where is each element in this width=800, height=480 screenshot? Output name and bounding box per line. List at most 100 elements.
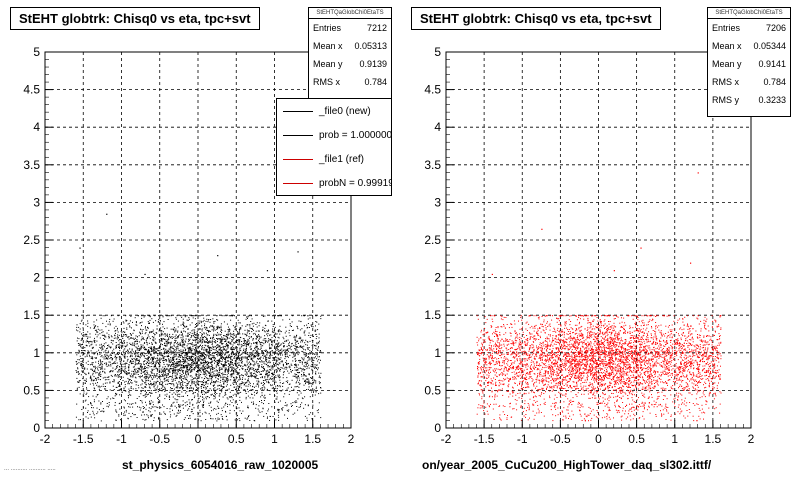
x-tick-label: 0 bbox=[595, 432, 602, 446]
y-tick-label: 4 bbox=[434, 120, 441, 134]
stats-row: Mean y 0.9139 bbox=[309, 55, 391, 73]
scatter-point-outlier bbox=[491, 273, 493, 276]
y-tick-label: 1.5 bbox=[23, 308, 40, 322]
scatter-point-outlier bbox=[106, 213, 108, 215]
y-tick-label: 0 bbox=[434, 421, 441, 435]
stats-label: Entries bbox=[313, 23, 342, 33]
legend-label: prob = 1.000000 bbox=[319, 129, 392, 141]
y-tick-label: 1 bbox=[33, 346, 40, 360]
legend-entry: _file0 (new) bbox=[277, 99, 391, 123]
y-tick-label: 3.5 bbox=[424, 158, 441, 172]
y-tick-label: 5 bbox=[434, 45, 441, 59]
stats-row: Mean y 0.9141 bbox=[708, 55, 790, 73]
stats-value: 0.05313 bbox=[354, 41, 387, 51]
legend-label: probN = 0.99919 bbox=[319, 177, 392, 189]
scatter-point-outlier bbox=[266, 270, 269, 272]
stats-value: 0.784 bbox=[364, 77, 387, 87]
x-tick-label: 1 bbox=[671, 432, 678, 446]
stats-value: 0.9141 bbox=[758, 59, 786, 69]
stats-value: 0.784 bbox=[763, 77, 786, 87]
x-tick-label: -1 bbox=[116, 432, 127, 446]
scatter-point-outlier bbox=[640, 247, 642, 249]
x-axis-title-right: on/year_2005_CuCu200_HighTower_daq_sl302… bbox=[422, 458, 712, 472]
legend-label: _file0 (new) bbox=[319, 105, 371, 117]
stats-label: Entries bbox=[712, 23, 741, 33]
x-tick-label: -1.5 bbox=[73, 432, 94, 446]
legend-label: _file1 (ref) bbox=[319, 153, 365, 165]
stats-label: Mean x bbox=[712, 41, 742, 51]
x-tick-label: -0.5 bbox=[149, 432, 170, 446]
stats-label: RMS x bbox=[712, 77, 739, 87]
y-tick-label: 3.5 bbox=[23, 158, 40, 172]
scatter-point-outlier bbox=[144, 273, 146, 276]
x-axis-title-left: st_physics_6054016_raw_1020005 bbox=[122, 458, 319, 472]
stats-value: 0.05344 bbox=[753, 41, 786, 51]
plot-title-right: StEHT globtrk: Chisq0 vs eta, tpc+svt bbox=[411, 7, 661, 30]
footer-note: ... .......... .......... ..... bbox=[4, 466, 56, 472]
legend-line-swatch bbox=[283, 110, 313, 112]
scatter-point-outlier bbox=[217, 255, 219, 257]
stats-row: Entries 7212 bbox=[309, 19, 391, 37]
x-tick-label: 0.5 bbox=[628, 432, 645, 446]
legend-line-swatch bbox=[283, 134, 313, 136]
stats-label: Mean y bbox=[712, 59, 742, 69]
stats-label: Mean y bbox=[313, 59, 343, 69]
stats-row: RMS x 0.784 bbox=[708, 73, 790, 91]
plot-title-left: StEHT globtrk: Chisq0 vs eta, tpc+svt bbox=[10, 7, 260, 30]
y-tick-label: 1.5 bbox=[424, 308, 441, 322]
y-tick-label: 2 bbox=[33, 271, 40, 285]
stats-row: RMS x 0.784 bbox=[309, 73, 391, 91]
scatter-point-outlier bbox=[297, 251, 299, 253]
x-tick-label: -1.5 bbox=[474, 432, 495, 446]
stats-row: Mean x 0.05313 bbox=[309, 37, 391, 55]
stats-header: StEHTQaGlobChi0EtaTS bbox=[309, 8, 391, 19]
stats-value: 7212 bbox=[366, 23, 387, 33]
y-tick-label: 0.5 bbox=[23, 383, 40, 397]
y-tick-label: 1 bbox=[434, 346, 441, 360]
y-tick-label: 4.5 bbox=[424, 83, 441, 97]
y-tick-label: 2.5 bbox=[23, 233, 40, 247]
scatter-point-outlier bbox=[79, 247, 81, 249]
scatter-point-outlier bbox=[697, 172, 699, 174]
stats-value: 7206 bbox=[765, 23, 786, 33]
scatter-point-outlier bbox=[541, 228, 543, 230]
y-tick-label: 4.5 bbox=[23, 83, 40, 97]
x-tick-label: 0 bbox=[195, 432, 202, 446]
stats-value: 0.3233 bbox=[758, 95, 786, 105]
x-tick-label: 2 bbox=[348, 432, 355, 446]
scatter-point-outlier bbox=[613, 270, 615, 272]
stats-label: RMS x bbox=[313, 77, 340, 87]
stats-label: RMS y bbox=[712, 95, 739, 105]
x-tick-label: 1 bbox=[271, 432, 278, 446]
x-tick-label: -0.5 bbox=[550, 432, 571, 446]
y-tick-label: 3 bbox=[33, 195, 40, 209]
x-tick-label: -2 bbox=[40, 432, 51, 446]
y-tick-label: 2.5 bbox=[424, 233, 441, 247]
legend-entry: _file1 (ref) bbox=[277, 147, 391, 171]
stats-label: Mean x bbox=[313, 41, 343, 51]
legend-line-swatch bbox=[283, 182, 313, 184]
legend-box: _file0 (new) prob = 1.000000 _file1 (ref… bbox=[276, 98, 392, 196]
scatter-point-outlier bbox=[690, 262, 692, 264]
x-tick-label: 2 bbox=[748, 432, 755, 446]
legend-line-swatch bbox=[283, 158, 313, 160]
y-tick-label: 4 bbox=[33, 120, 40, 134]
stats-box-left: StEHTQaGlobChi0EtaTS Entries 7212 Mean x 0… bbox=[308, 7, 392, 99]
x-tick-label: 0.5 bbox=[228, 432, 245, 446]
x-tick-label: 1.5 bbox=[705, 432, 722, 446]
legend-entry: probN = 0.99919 bbox=[277, 171, 391, 195]
stats-row: Entries 7206 bbox=[708, 19, 790, 37]
y-tick-label: 3 bbox=[434, 195, 441, 209]
stats-box-right: StEHTQaGlobChi0EtaTS Entries 7206 Mean x 0… bbox=[707, 7, 791, 117]
stats-header: StEHTQaGlobChi0EtaTS bbox=[708, 8, 790, 19]
stats-value: 0.9139 bbox=[359, 59, 387, 69]
y-tick-label: 0 bbox=[33, 421, 40, 435]
stats-row: Mean x 0.05344 bbox=[708, 37, 790, 55]
y-tick-label: 2 bbox=[434, 271, 441, 285]
legend-entry: prob = 1.000000 bbox=[277, 123, 391, 147]
stats-row: RMS y 0.3233 bbox=[708, 91, 790, 109]
x-tick-label: -2 bbox=[441, 432, 452, 446]
scatter-points bbox=[476, 315, 722, 422]
scatter-points bbox=[75, 315, 322, 422]
